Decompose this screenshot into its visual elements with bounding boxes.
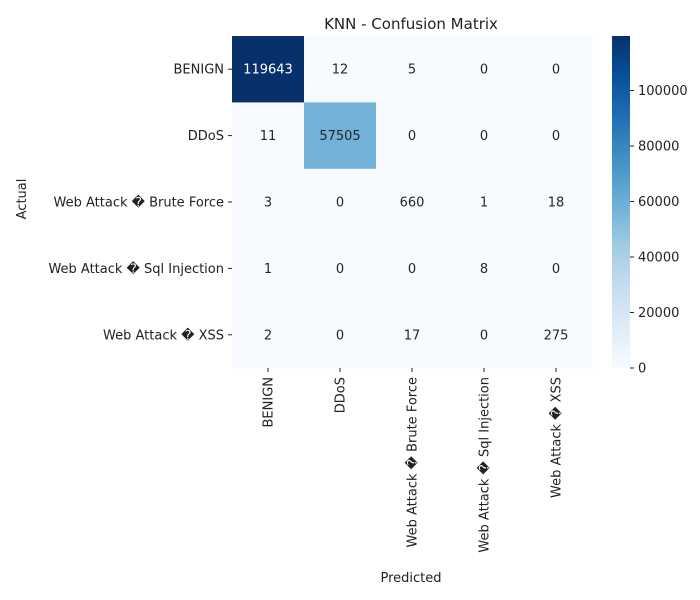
heatmap-cell-r2-c2 bbox=[376, 168, 449, 236]
y-tick-label-1: DDoS bbox=[188, 129, 224, 144]
y-axis-ticks: BENIGN DDoS Web Attack � Brute Force Web At… bbox=[48, 63, 232, 343]
colorbar-tick-label-4: 80000 bbox=[638, 140, 679, 155]
x-tick-label-0: BENIGN bbox=[262, 377, 277, 428]
heatmap-cell-label-r2-c2: 660 bbox=[400, 196, 425, 211]
heatmap-cell-label-r4-c3: 0 bbox=[480, 328, 488, 343]
heatmap-cell-r4-c2 bbox=[376, 301, 449, 369]
x-tick-label-2: Web Attack � Brute Force bbox=[404, 377, 421, 547]
heatmap-cell-r1-c3 bbox=[448, 102, 521, 170]
heatmap-cell-r2-c3 bbox=[448, 168, 521, 236]
heatmap-cell-r1-c1 bbox=[304, 102, 377, 170]
heatmap-cell-label-r1-c0: 11 bbox=[260, 129, 277, 144]
heatmap-cell-labels: 119643 12 5 0 0 11 57505 0 0 0 3 0 660 1 18 1 0 0 8 0 2 0 17 0 2… bbox=[243, 63, 568, 344]
heatmap-cells bbox=[232, 36, 593, 369]
heatmap-cell-r4-c3 bbox=[448, 301, 521, 369]
x-tick-label-4: Web Attack � XSS bbox=[548, 377, 565, 498]
heatmap-cell-label-r2-c1: 0 bbox=[336, 196, 344, 211]
colorbar-tick-label-3: 60000 bbox=[638, 195, 679, 210]
heatmap-cell-label-r0-c1: 12 bbox=[332, 63, 349, 78]
heatmap-cell-label-r4-c4: 275 bbox=[544, 328, 569, 343]
heatmap-cell-label-r3-c3: 8 bbox=[480, 262, 488, 277]
heatmap-cell-r0-c2 bbox=[376, 36, 449, 103]
heatmap-cell-r2-c1 bbox=[304, 168, 377, 236]
heatmap-cell-r4-c1 bbox=[304, 301, 377, 369]
heatmap-cell-label-r4-c2: 17 bbox=[404, 328, 421, 343]
heatmap-cell-label-r0-c4: 0 bbox=[552, 63, 560, 78]
heatmap-cell-r4-c4 bbox=[520, 301, 593, 369]
heatmap-cell-label-r1-c3: 0 bbox=[480, 129, 488, 144]
heatmap-cell-r0-c3 bbox=[448, 36, 521, 103]
heatmap-cell-label-r0-c2: 5 bbox=[408, 63, 416, 78]
y-tick-label-4: Web Attack � XSS bbox=[103, 326, 224, 343]
heatmap-cell-label-r3-c4: 0 bbox=[552, 262, 560, 277]
heatmap-cell-label-r1-c2: 0 bbox=[408, 129, 416, 144]
heatmap-cell-r1-c2 bbox=[376, 102, 449, 170]
y-tick-label-2: Web Attack � Brute Force bbox=[54, 194, 224, 211]
heatmap-cell-label-r2-c4: 18 bbox=[548, 196, 565, 211]
heatmap-cell-r2-c4 bbox=[520, 168, 593, 236]
heatmap-cell-label-r3-c2: 0 bbox=[408, 262, 416, 277]
heatmap-cell-label-r1-c1: 57505 bbox=[319, 129, 360, 144]
x-tick-label-1: DDoS bbox=[334, 377, 349, 413]
heatmap-cell-r3-c0 bbox=[232, 235, 305, 303]
colorbar-tick-label-2: 40000 bbox=[638, 251, 679, 266]
heatmap-cell-label-r4-c0: 2 bbox=[264, 328, 272, 343]
heatmap-cell-r3-c3 bbox=[448, 235, 521, 303]
y-axis-label: Actual bbox=[15, 179, 30, 220]
heatmap-cell-r3-c4 bbox=[520, 235, 593, 303]
heatmap-cell-r1-c4 bbox=[520, 102, 593, 170]
colorbar-tick-label-5: 100000 bbox=[638, 84, 688, 99]
x-axis-label: Predicted bbox=[380, 571, 441, 586]
x-tick-label-3: Web Attack � Sql Injection bbox=[476, 377, 493, 553]
colorbar bbox=[612, 36, 630, 368]
heatmap-cell-label-r1-c4: 0 bbox=[552, 129, 560, 144]
heatmap-cell-label-r3-c1: 0 bbox=[336, 262, 344, 277]
heatmap-cell-label-r3-c0: 1 bbox=[264, 262, 272, 277]
heatmap-cell-r3-c2 bbox=[376, 235, 449, 303]
y-tick-label-3: Web Attack � Sql Injection bbox=[48, 260, 224, 277]
heatmap-cell-r0-c0 bbox=[232, 36, 305, 103]
x-axis-ticks: BENIGN DDoS Web Attack � Brute Force Web At… bbox=[262, 368, 565, 553]
heatmap-cell-label-r0-c3: 0 bbox=[480, 63, 488, 78]
heatmap-cell-r1-c0 bbox=[232, 102, 305, 170]
heatmap-cell-r4-c0 bbox=[232, 301, 305, 369]
heatmap-cell-label-r4-c1: 0 bbox=[336, 328, 344, 343]
heatmap-cell-r0-c4 bbox=[520, 36, 593, 103]
y-tick-label-0: BENIGN bbox=[174, 63, 225, 78]
heatmap-cell-r0-c1 bbox=[304, 36, 377, 103]
colorbar-ticks: 0 20000 40000 60000 80000 100000 bbox=[630, 84, 688, 377]
heatmap-cell-label-r0-c0: 119643 bbox=[243, 63, 293, 78]
heatmap-cell-label-r2-c3: 1 bbox=[480, 196, 488, 211]
heatmap-cell-r2-c0 bbox=[232, 168, 305, 236]
heatmap-cell-label-r2-c0: 3 bbox=[264, 196, 272, 211]
heatmap-cell-r3-c1 bbox=[304, 235, 377, 303]
colorbar-tick-label-1: 20000 bbox=[638, 306, 679, 321]
chart-title: KNN - Confusion Matrix bbox=[324, 15, 498, 33]
colorbar-tick-label-0: 0 bbox=[638, 362, 646, 377]
